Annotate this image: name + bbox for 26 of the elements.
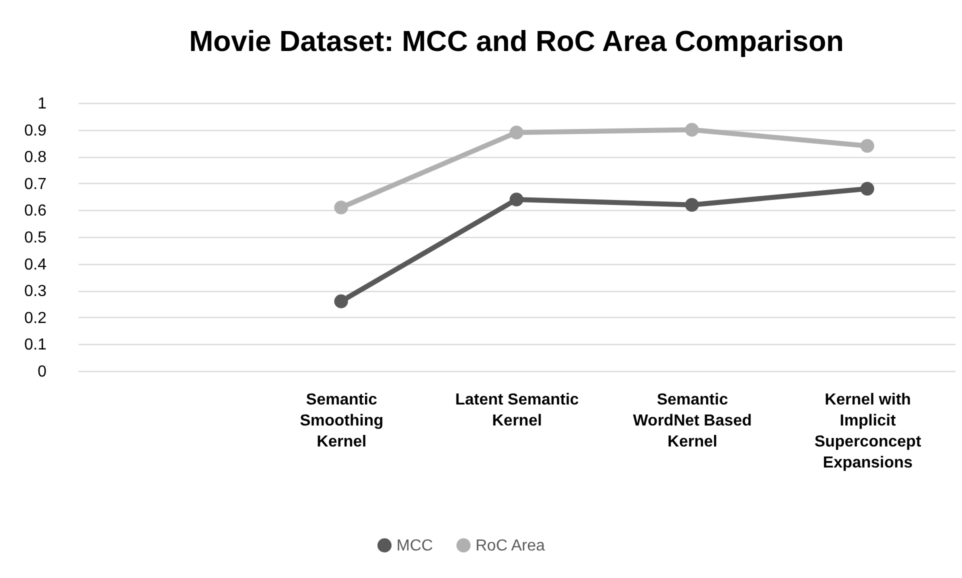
point xyxy=(334,294,348,308)
y-tick-label: 0 xyxy=(38,364,47,380)
y-tick-label: 0.5 xyxy=(24,230,47,246)
point xyxy=(860,139,874,153)
x-tick-label: Semantic WordNet Based Kernel xyxy=(632,392,752,450)
y-tick-label: 0.8 xyxy=(24,149,47,166)
x-tick-label: Kernel with Implicit Superconcept Expansions xyxy=(814,392,922,472)
x-tick-label: Semantic Smoothing Kernel xyxy=(300,392,384,450)
y-tick-label: 0.3 xyxy=(24,283,47,300)
point xyxy=(510,126,524,140)
y-tick-label: 0.9 xyxy=(24,122,47,140)
y-tick-label: 1 xyxy=(38,96,47,112)
point xyxy=(510,192,524,206)
chart-title: Movie Dataset: MCC and RoC Area Comparison xyxy=(189,26,844,58)
x-tick-label: Latent Semantic Kernel xyxy=(455,392,579,430)
y-tick-label: 0.2 xyxy=(24,310,47,327)
y-tick-label: 0.6 xyxy=(24,202,47,220)
y-tick-label: 0.7 xyxy=(24,176,47,193)
point xyxy=(334,200,348,214)
y-tick-label: 0.4 xyxy=(24,256,47,274)
y-tick-label: 0.1 xyxy=(24,336,47,354)
point xyxy=(685,122,699,137)
legend-label: MCC xyxy=(396,537,433,554)
point xyxy=(860,182,874,196)
point xyxy=(685,198,699,212)
legend-label: RoC Area xyxy=(476,537,545,554)
